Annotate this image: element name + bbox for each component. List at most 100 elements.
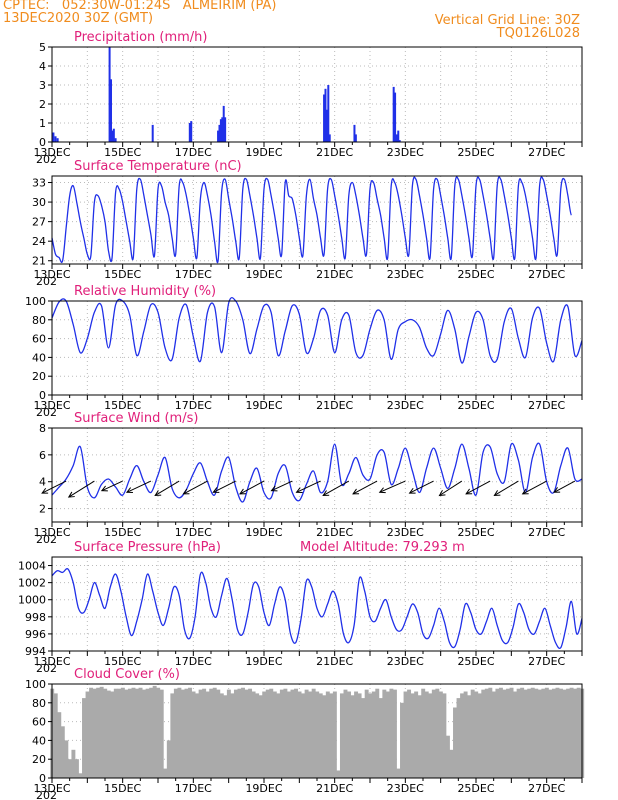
cloud-bar bbox=[269, 688, 274, 778]
cloud-bar bbox=[477, 693, 482, 778]
cloud-bar bbox=[424, 691, 429, 778]
wind-vector bbox=[553, 480, 576, 493]
x-tick-label: 19DEC bbox=[245, 782, 282, 795]
cloud-bar bbox=[481, 689, 486, 778]
cloud-bar bbox=[566, 688, 571, 778]
cloud-bar bbox=[354, 691, 359, 778]
cloud-bar bbox=[463, 691, 468, 778]
cloud-bar bbox=[188, 687, 192, 778]
cloud-bar bbox=[336, 770, 341, 778]
precip-bar bbox=[224, 117, 227, 142]
precip-bar bbox=[110, 79, 113, 142]
cloud-bar bbox=[103, 688, 108, 778]
cloud-bar bbox=[184, 688, 189, 778]
cloud-bar bbox=[453, 707, 457, 778]
cloud-bar bbox=[325, 691, 330, 778]
panel-cloud: 0 20 40 60 80 100 13DEC 15DEC 17DEC 19DEC 21DEC 23D… bbox=[25, 667, 585, 800]
precip-bar bbox=[398, 140, 401, 142]
cloud-bar bbox=[435, 688, 440, 778]
y-tick-label: 1002 bbox=[18, 577, 46, 590]
x-tick-label: 27DEC bbox=[528, 146, 565, 159]
cloud-bar bbox=[57, 712, 62, 778]
precip-bar bbox=[392, 86, 395, 142]
cloud-bar bbox=[484, 688, 489, 778]
x-tick-label: 25DEC bbox=[457, 399, 494, 412]
cloud-bar bbox=[74, 759, 79, 778]
wind-vector-head bbox=[212, 487, 220, 493]
cloud-bar bbox=[343, 689, 348, 778]
cloud-bar bbox=[382, 689, 387, 778]
y-tick-label: 20 bbox=[32, 753, 46, 766]
panel-title: Surface Wind (m/s) bbox=[74, 411, 198, 426]
wind-vector-head bbox=[125, 487, 133, 493]
wind-vector-head bbox=[239, 488, 247, 495]
cloud-bar bbox=[431, 689, 436, 778]
y-tick-label: 80 bbox=[32, 697, 46, 710]
wind-vector bbox=[101, 480, 123, 492]
wind-vector-head bbox=[154, 490, 162, 497]
wind-vector-head bbox=[41, 487, 49, 494]
header-grid-line: Vertical Grid Line: 30Z bbox=[434, 13, 580, 28]
cloud-bar bbox=[286, 691, 291, 778]
y-tick-label: 2 bbox=[39, 503, 46, 516]
y-tick-label: 40 bbox=[32, 734, 46, 747]
cloud-bar bbox=[124, 689, 129, 778]
wind-vector-head bbox=[100, 485, 108, 492]
cloud-bar bbox=[392, 689, 397, 778]
cloud-bar bbox=[562, 689, 567, 778]
y-tick-label: 20 bbox=[32, 370, 46, 383]
cloud-bar bbox=[364, 689, 369, 778]
precip-bar bbox=[353, 124, 356, 142]
x-tick-label: 15DEC bbox=[104, 146, 141, 159]
cloud-bar bbox=[248, 688, 253, 778]
cloud-bar bbox=[438, 691, 443, 778]
wind-vector-head bbox=[67, 491, 75, 498]
wind-vector bbox=[379, 480, 406, 493]
cloud-bar bbox=[251, 691, 256, 778]
wind-series-line bbox=[51, 442, 583, 503]
plot-area bbox=[52, 47, 582, 142]
wind-vector-head bbox=[553, 487, 561, 493]
x-year-label: 202 bbox=[36, 275, 57, 288]
y-tick-label: 100 bbox=[25, 678, 46, 691]
precip-bar bbox=[56, 138, 59, 142]
cloud-bar bbox=[368, 693, 373, 778]
cloud-bar bbox=[241, 687, 245, 778]
precip-bar bbox=[114, 138, 117, 142]
wind-vector bbox=[41, 480, 67, 494]
x-year-label: 202 bbox=[36, 662, 57, 675]
x-tick-label: 17DEC bbox=[175, 399, 212, 412]
cloud-bar bbox=[202, 688, 207, 778]
precip-bar bbox=[217, 130, 220, 142]
x-tick-label: 21DEC bbox=[316, 782, 353, 795]
cloud-bar bbox=[149, 687, 154, 778]
cloud-bar bbox=[339, 693, 344, 778]
wind-vector-head bbox=[521, 488, 529, 495]
cloud-bar bbox=[456, 698, 461, 778]
cloud-bar bbox=[470, 689, 475, 778]
panel-title: Surface Pressure (hPa) bbox=[74, 540, 221, 555]
wind-vector-head bbox=[438, 490, 446, 497]
cloud-bar bbox=[233, 689, 238, 778]
rh-series-line bbox=[51, 297, 583, 364]
wind-vector-head bbox=[295, 487, 303, 493]
wind-vector bbox=[271, 480, 293, 492]
cloud-bar bbox=[64, 740, 69, 778]
cloud-bar bbox=[301, 693, 306, 778]
cloud-bar bbox=[509, 687, 514, 778]
y-tick-label: 0 bbox=[39, 772, 46, 785]
x-tick-label: 27DEC bbox=[528, 526, 565, 539]
cloud-bar bbox=[449, 749, 454, 778]
y-tick-label: 80 bbox=[32, 314, 46, 327]
cloud-bar bbox=[230, 693, 235, 778]
cloud-bar bbox=[223, 695, 228, 778]
y-tick-label: 0 bbox=[39, 136, 46, 149]
wind-vector bbox=[322, 480, 350, 496]
cloud-bar bbox=[544, 687, 549, 778]
cloud-bar bbox=[294, 688, 298, 778]
cloud-bar bbox=[573, 688, 578, 778]
panel-temp: 21 24 27 30 33 13DEC 15DEC 17DEC 19DEC 21DEC 23DEC… bbox=[32, 159, 583, 288]
cloud-bar bbox=[318, 693, 323, 778]
x-tick-label: 13DEC bbox=[33, 526, 70, 539]
cloud-bar bbox=[205, 691, 210, 778]
